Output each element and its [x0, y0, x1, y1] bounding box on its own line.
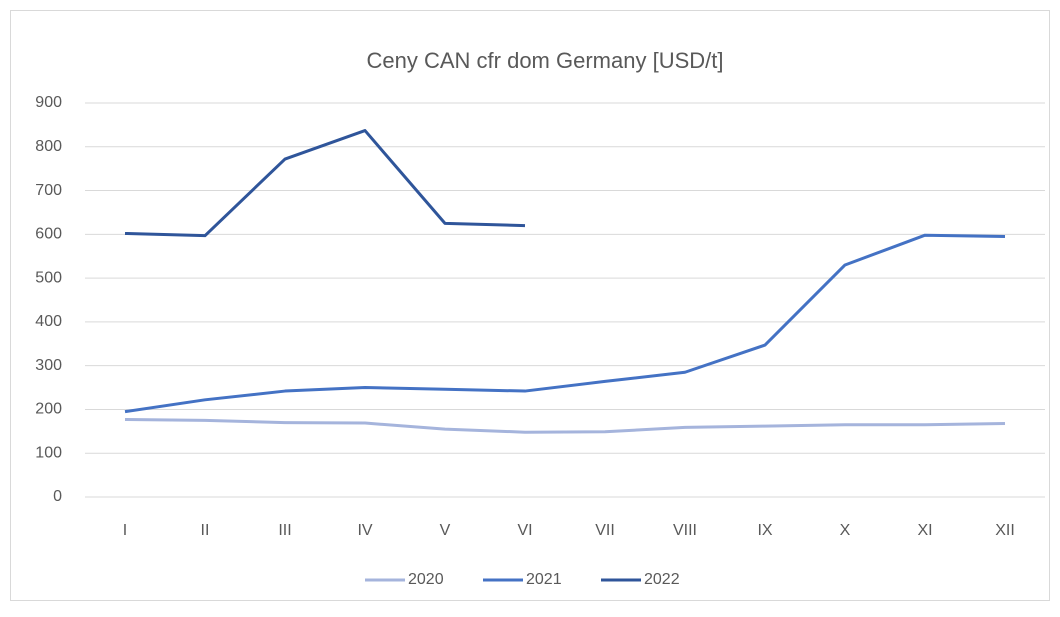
x-tick-label: III [278, 522, 291, 539]
y-tick-label: 400 [35, 313, 62, 330]
y-tick-label: 300 [35, 357, 62, 374]
y-tick-label: 600 [35, 226, 62, 243]
legend-label: 2020 [408, 571, 444, 588]
x-tick-label: VIII [673, 522, 697, 539]
x-tick-label: V [440, 522, 451, 539]
y-tick-label: 500 [35, 269, 62, 286]
x-tick-label: XI [917, 522, 932, 539]
y-tick-label: 200 [35, 401, 62, 418]
chart-title: Ceny CAN cfr dom Germany [USD/t] [367, 48, 724, 73]
y-tick-label: 900 [35, 94, 62, 111]
series-line [124, 233, 1006, 414]
x-tick-label: IX [757, 522, 772, 539]
x-tick-label: X [840, 522, 851, 539]
x-tick-label: VI [517, 522, 532, 539]
series-line [124, 418, 1006, 434]
y-tick-label: 100 [35, 444, 62, 461]
y-tick-label: 800 [35, 138, 62, 155]
x-tick-label: XII [995, 522, 1015, 539]
legend-label: 2021 [526, 571, 562, 588]
y-tick-label: 700 [35, 182, 62, 199]
x-tick-label: IV [357, 522, 372, 539]
series-line [124, 129, 526, 238]
x-tick-label: VII [595, 522, 615, 539]
y-tick-label: 0 [53, 488, 62, 505]
x-tick-label: II [201, 522, 210, 539]
chart-border [10, 10, 1050, 601]
x-tick-label: I [123, 522, 127, 539]
legend-label: 2022 [644, 571, 680, 588]
